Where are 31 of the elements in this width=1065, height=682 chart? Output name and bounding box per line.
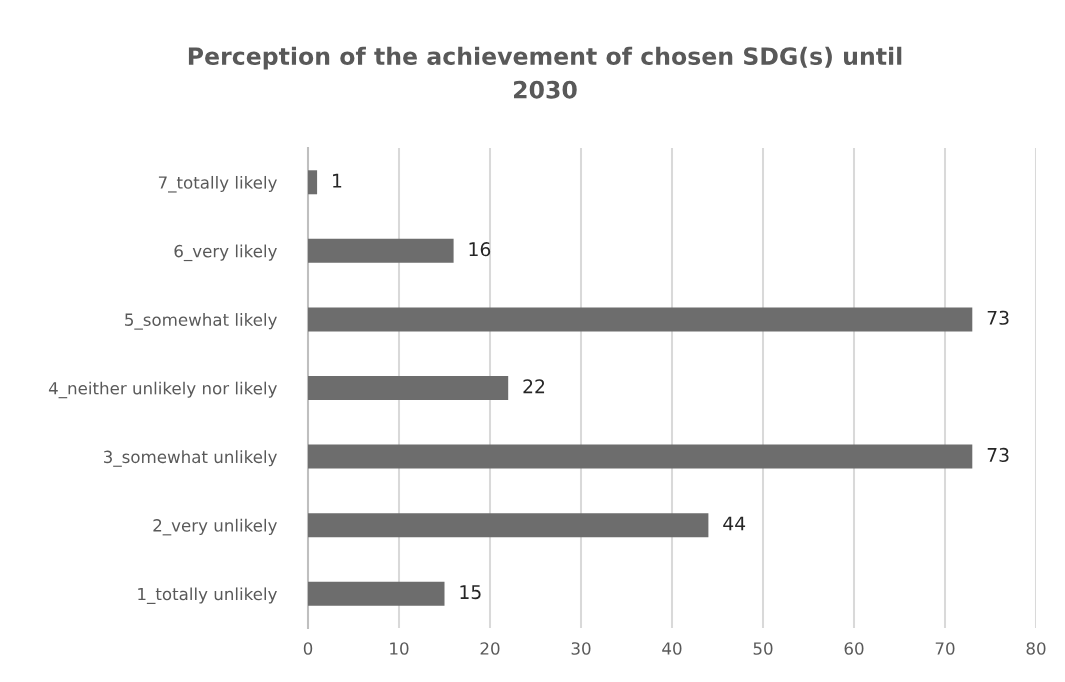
data-label: 44 — [723, 516, 746, 531]
x-tick-label: 0 — [303, 642, 313, 655]
y-tick-label: 7_totally likely — [158, 175, 277, 193]
data-label: 22 — [523, 379, 545, 394]
data-label: 73 — [987, 310, 1009, 325]
bar — [308, 376, 509, 400]
x-tick-label: 60 — [844, 642, 864, 655]
y-tick-label: 6_very likely — [174, 244, 277, 262]
bar — [308, 513, 709, 538]
y-tick-label: 5_somewhat likely — [125, 313, 277, 330]
data-label: 15 — [460, 585, 481, 600]
x-tick-label: 30 — [571, 642, 591, 655]
bar — [308, 170, 318, 195]
bar — [308, 307, 973, 332]
bar — [308, 444, 973, 469]
x-tick-label: 80 — [1026, 642, 1046, 655]
x-tick-label: 10 — [390, 642, 409, 655]
data-label: 16 — [469, 242, 491, 257]
y-tick-label: 3_somewhat unlikely — [103, 450, 277, 467]
data-label: 73 — [987, 447, 1009, 463]
x-tick-label: 20 — [480, 642, 500, 655]
chart-title: Perception of the achievement of chosen SDG(s) until 2030 — [188, 46, 902, 99]
data-label: 1 — [333, 173, 342, 188]
x-tick-label: 50 — [753, 642, 773, 655]
x-tick-label: 70 — [935, 642, 955, 655]
bar — [308, 238, 454, 263]
y-tick-label: 4_neither unlikely nor likely — [48, 381, 277, 399]
bar — [308, 581, 445, 606]
y-tick-label: 1_totally unlikely — [138, 587, 277, 604]
y-tick-label: 2_very unlikely — [153, 518, 277, 536]
x-tick-label: 40 — [662, 642, 682, 655]
